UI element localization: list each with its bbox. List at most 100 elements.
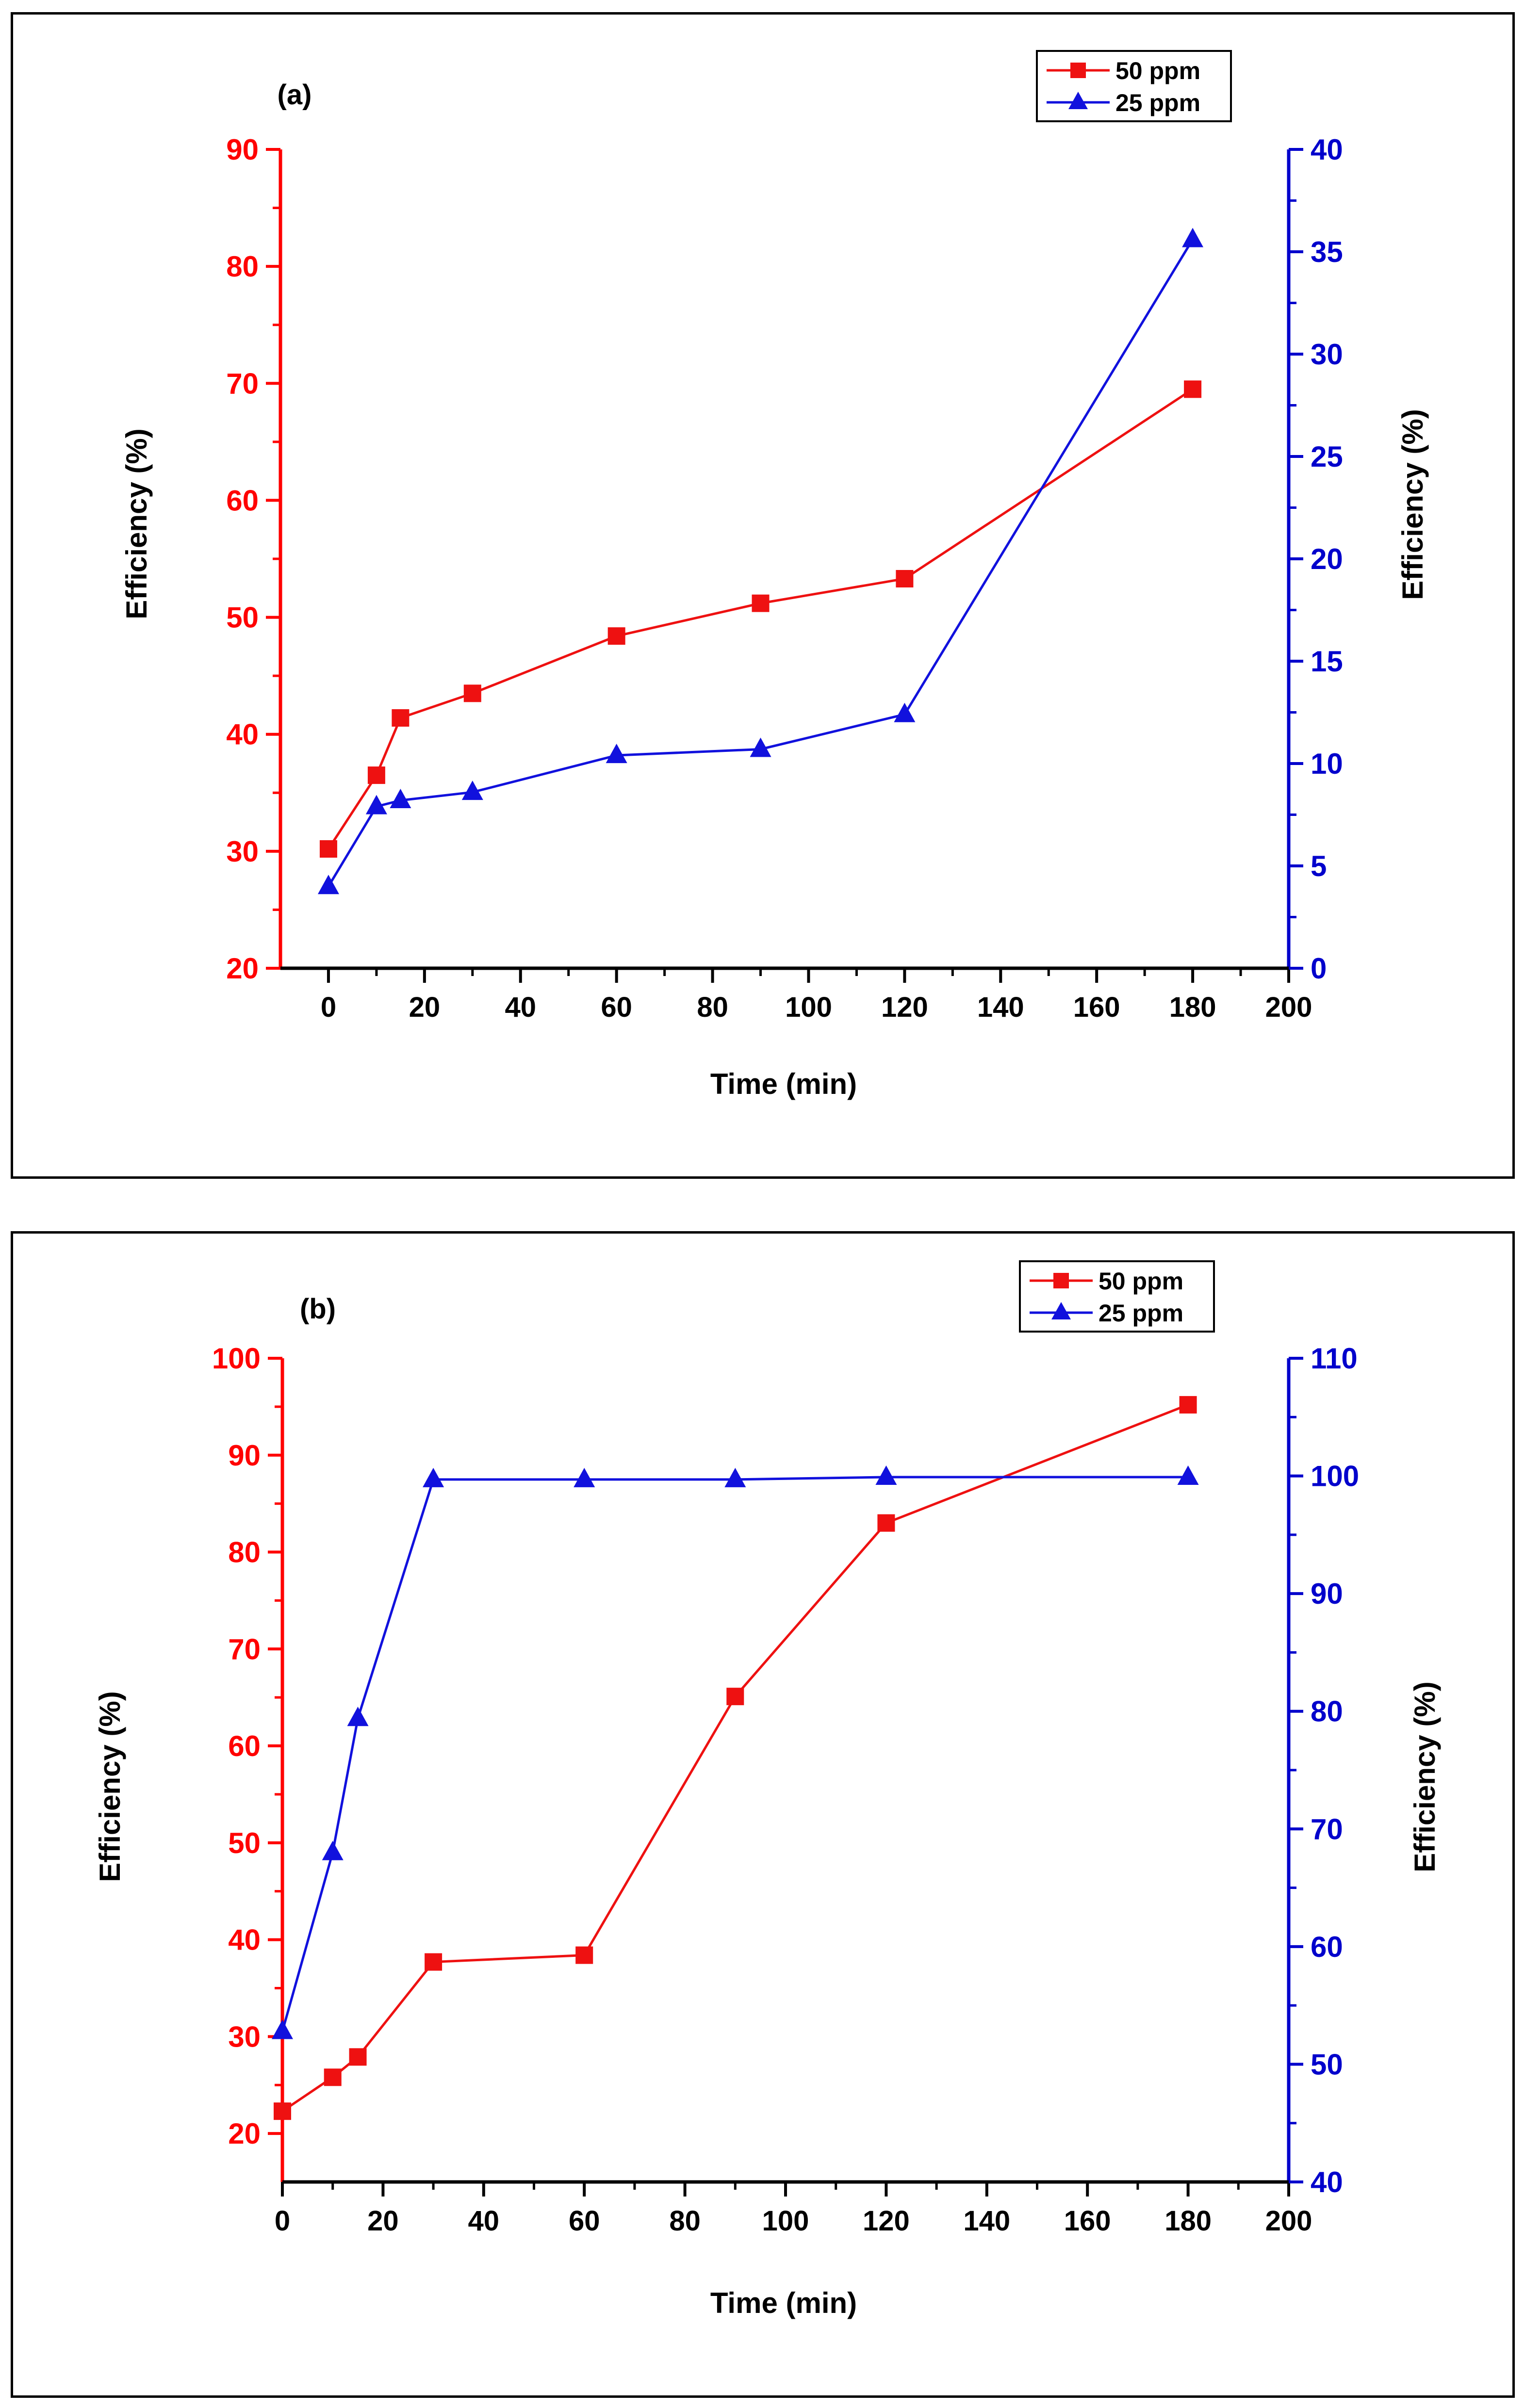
left-tick-label: 70 xyxy=(226,367,259,400)
right-tick-label: 20 xyxy=(1311,543,1343,575)
data-point-triangle xyxy=(724,1467,746,1487)
right-tick-label: 90 xyxy=(1311,1578,1343,1610)
chart-panel-a: 0 20 40 60 80 100 120 140 160 180 200 20 30 40 50 60 70 8… xyxy=(11,12,1515,1179)
legend-label: 25 ppm xyxy=(1115,89,1200,116)
right-tick-label: 100 xyxy=(1311,1460,1359,1493)
left-tick-label: 90 xyxy=(226,133,259,166)
data-point-square xyxy=(752,594,770,612)
x-tick-label: 60 xyxy=(569,2205,600,2237)
x-tick-label: 180 xyxy=(1164,2205,1212,2237)
legend-box xyxy=(1019,1260,1215,1333)
right-tick-label: 25 xyxy=(1311,440,1343,473)
data-point-triangle xyxy=(894,702,916,722)
data-point-square xyxy=(877,1514,895,1532)
series-line-triangle xyxy=(327,239,1194,887)
right-tick-label: 50 xyxy=(1311,2048,1343,2081)
data-point-triangle xyxy=(750,737,771,757)
panel-label: (a) xyxy=(278,79,312,111)
data-point-square xyxy=(463,684,481,702)
data-point-square xyxy=(726,1688,744,1706)
data-point-square xyxy=(367,766,385,784)
left-tick-label: 60 xyxy=(228,1730,261,1762)
left-tick-label: 30 xyxy=(228,2020,261,2053)
x-tick-label: 120 xyxy=(863,2205,910,2237)
data-point-triangle xyxy=(461,781,483,800)
legend-marker-triangle xyxy=(1068,92,1088,109)
data-point-triangle xyxy=(875,1465,897,1485)
series-line-triangle xyxy=(281,1476,1188,2032)
legend-box xyxy=(1036,50,1232,122)
left-y-axis-label: Efficiency (%) xyxy=(94,1691,126,1882)
left-tick-label: 70 xyxy=(228,1633,261,1665)
x-tick-label: 0 xyxy=(321,992,336,1023)
data-point-square xyxy=(607,627,625,645)
left-tick-label: 80 xyxy=(228,1536,261,1569)
data-point-square xyxy=(319,840,337,858)
right-tick-label: 70 xyxy=(1311,1813,1343,1845)
legend-label: 50 ppm xyxy=(1115,57,1200,84)
x-tick-label: 40 xyxy=(505,992,537,1023)
x-tick-label: 80 xyxy=(697,992,728,1023)
left-tick-label: 100 xyxy=(212,1342,261,1375)
x-tick-label: 20 xyxy=(409,992,441,1023)
x-tick-label: 200 xyxy=(1265,2205,1312,2237)
right-tick-label: 0 xyxy=(1311,952,1327,985)
right-tick-label: 40 xyxy=(1311,2166,1343,2198)
x-tick-label: 140 xyxy=(977,992,1024,1023)
x-tick-label: 80 xyxy=(669,2205,701,2237)
right-tick-label: 10 xyxy=(1311,748,1343,780)
chart-a-svg: 0 20 40 60 80 100 120 140 160 180 2002030405060708… xyxy=(120,50,1429,1100)
data-point-square xyxy=(575,1946,593,1964)
data-point-square xyxy=(274,2102,291,2120)
x-tick-label: 160 xyxy=(1073,992,1120,1023)
x-tick-label: 180 xyxy=(1169,992,1216,1023)
left-tick-label: 20 xyxy=(228,2117,261,2150)
x-tick-label: 0 xyxy=(275,2205,290,2237)
data-point-triangle xyxy=(272,2019,293,2039)
series-line-square xyxy=(281,1403,1189,2113)
x-tick-label: 40 xyxy=(468,2205,500,2237)
series-line-square xyxy=(327,388,1194,850)
legend-marker-square xyxy=(1053,1273,1069,1288)
right-y-axis-label: Efficiency (%) xyxy=(1396,409,1429,600)
legend-label: 50 ppm xyxy=(1099,1268,1183,1295)
right-tick-label: 80 xyxy=(1311,1695,1343,1728)
panel-label: (b) xyxy=(300,1293,336,1325)
chart-panel-b: 0 20 40 60 80 100 120 140 160 180 200 20 30 40 50 60 70 8… xyxy=(11,1231,1515,2398)
data-point-triangle xyxy=(347,1707,369,1726)
data-point-triangle xyxy=(606,744,627,764)
x-tick-label: 100 xyxy=(762,2205,809,2237)
x-tick-label: 100 xyxy=(785,992,832,1023)
data-point-square xyxy=(1184,380,1202,398)
right-tick-label: 40 xyxy=(1311,133,1343,166)
data-point-square xyxy=(1179,1396,1197,1414)
x-axis-label: Time (min) xyxy=(710,2287,857,2319)
left-tick-label: 90 xyxy=(228,1439,261,1472)
right-tick-label: 15 xyxy=(1311,645,1343,678)
chart-b-svg: 0 20 40 60 80 100 120 140 160 180 200 20 30 40 50 60 70 8… xyxy=(94,1260,1441,2319)
data-point-triangle xyxy=(322,1840,344,1860)
left-tick-label: 40 xyxy=(226,718,259,751)
data-point-square xyxy=(392,709,410,727)
legend-label: 25 ppm xyxy=(1099,1300,1183,1327)
data-point-square xyxy=(324,2068,342,2086)
left-tick-label: 20 xyxy=(226,952,259,985)
x-tick-label: 60 xyxy=(601,992,632,1023)
data-point-triangle xyxy=(317,875,339,895)
right-tick-label: 5 xyxy=(1311,850,1327,882)
data-point-triangle xyxy=(1177,1465,1199,1485)
data-point-triangle xyxy=(365,795,387,814)
legend-marker-square xyxy=(1070,63,1086,78)
x-tick-label: 120 xyxy=(881,992,928,1023)
x-tick-label: 20 xyxy=(367,2205,399,2237)
x-tick-label: 200 xyxy=(1265,992,1312,1023)
right-tick-label: 110 xyxy=(1311,1342,1358,1375)
data-point-triangle xyxy=(574,1467,595,1487)
data-point-square xyxy=(425,1953,443,1971)
left-tick-label: 60 xyxy=(226,484,259,517)
data-point-triangle xyxy=(423,1467,444,1487)
data-point-triangle xyxy=(1182,228,1204,247)
left-tick-label: 30 xyxy=(226,835,259,868)
legend-marker-triangle xyxy=(1051,1302,1071,1319)
data-point-square xyxy=(349,2048,367,2066)
